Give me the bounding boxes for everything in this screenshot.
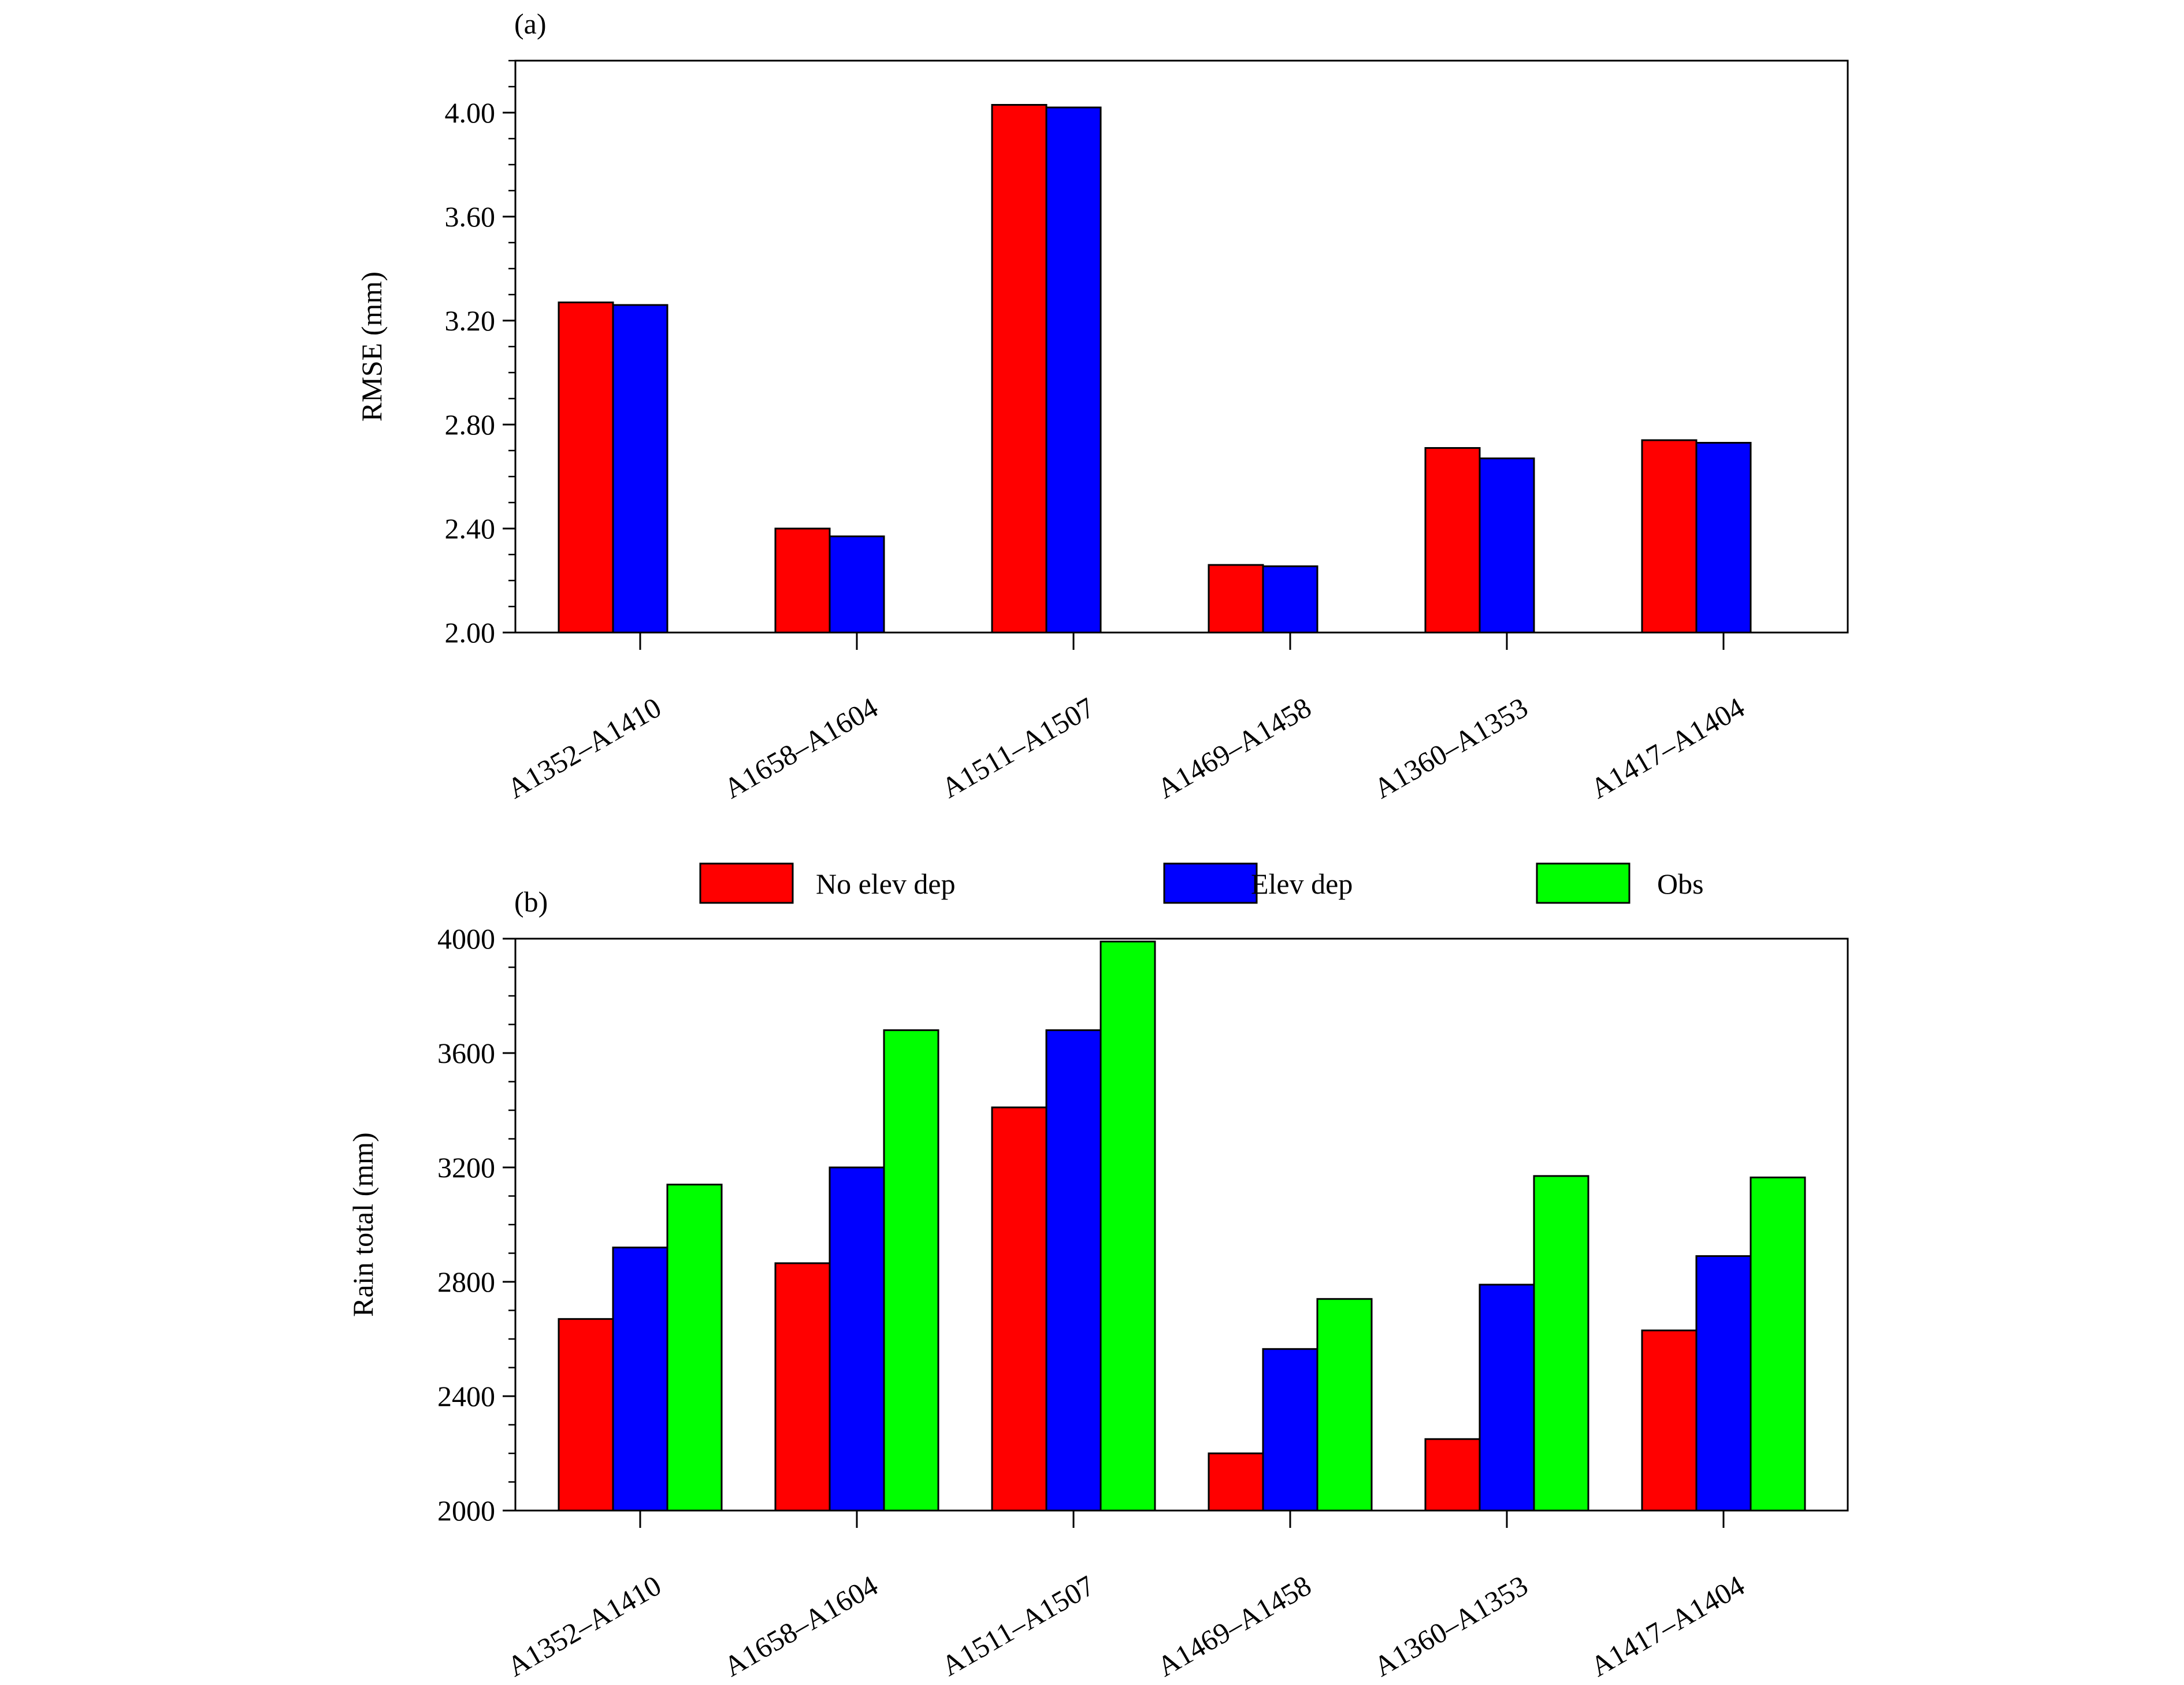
legend-label: Obs [1657, 868, 1704, 900]
x-category-label: A1658–A1604 [718, 691, 883, 805]
bar-no-elev-dep [1641, 439, 1698, 634]
y-tick-label: 4.00 [445, 96, 496, 129]
bar-no-elev-dep [1208, 564, 1264, 634]
y-tick-label: 2.40 [445, 512, 496, 545]
bar-elev-dep [1262, 1348, 1318, 1512]
bar-elev-dep [1695, 442, 1752, 634]
y-axis-title: RMSE (mm) [355, 271, 388, 422]
bar-no-elev-dep [1641, 1329, 1698, 1512]
bar-no-elev-dep [558, 302, 614, 634]
legend-swatch-no-elev-dep [699, 862, 794, 904]
rain-total-panel: (b) 2000 2400 2800 3200 3600 4000 Rain total (m… [347, 886, 1849, 1683]
x-category-label: A1511–A1507 [936, 691, 1100, 804]
bar-no-elev-dep [774, 1262, 831, 1512]
legend-swatch-obs [1536, 862, 1630, 904]
panel-label: (b) [514, 886, 548, 918]
bar-elev-dep [1479, 457, 1535, 634]
y-tick-label: 4000 [437, 923, 495, 955]
bar-obs [1316, 1298, 1373, 1512]
x-category-label: A1417–A1404 [1585, 1569, 1750, 1683]
x-category-label: A1469–A1458 [1152, 691, 1316, 805]
x-category-label: A1360–A1353 [1368, 1569, 1533, 1683]
bar-no-elev-dep [774, 527, 831, 634]
bar-no-elev-dep [991, 104, 1048, 634]
bar-obs [1100, 940, 1156, 1512]
bar-elev-dep [1045, 1029, 1102, 1512]
y-tick-label: 2000 [437, 1494, 495, 1527]
x-category-label: A1352–A1410 [502, 1569, 666, 1683]
bar-obs [1750, 1176, 1806, 1512]
bar-obs [883, 1029, 939, 1512]
y-tick-label: 2400 [437, 1380, 495, 1412]
bar-elev-dep [829, 1166, 885, 1512]
y-tick-label: 3600 [437, 1037, 495, 1069]
bar-elev-dep [1262, 565, 1318, 634]
y-tick-label: 3.20 [445, 304, 496, 337]
bar-no-elev-dep [1208, 1452, 1264, 1512]
x-category-label: A1658–A1604 [718, 1569, 883, 1683]
bar-elev-dep [829, 535, 885, 634]
x-category-label: A1417–A1404 [1585, 691, 1750, 805]
y-tick-label: 2.80 [445, 408, 496, 441]
bar-obs [1533, 1175, 1589, 1512]
x-category-label: A1511–A1507 [936, 1569, 1100, 1682]
bar-elev-dep [1479, 1284, 1535, 1512]
y-axis-title: Rain total (mm) [347, 1132, 379, 1316]
bar-elev-dep [612, 1247, 668, 1512]
bar-no-elev-dep [1424, 1438, 1481, 1512]
legend-swatch-elev-dep [1163, 862, 1258, 904]
bar-elev-dep [612, 304, 668, 634]
bar-no-elev-dep [1424, 447, 1481, 634]
y-tick-label: 2.00 [445, 616, 496, 649]
y-tick-label: 3200 [437, 1151, 495, 1184]
x-category-label: A1352–A1410 [502, 691, 666, 805]
panel-label: (a) [514, 8, 547, 40]
x-category-label: A1360–A1353 [1368, 691, 1533, 805]
x-category-label: A1469–A1458 [1152, 1569, 1316, 1683]
legend: No elev dep Elev dep Obs [699, 862, 1704, 904]
rmse-panel: (a) 2.00 2.40 2.80 3.20 3.60 4.00 RMSE (mm) A135… [355, 8, 1849, 805]
y-tick-label: 3.60 [445, 200, 496, 233]
y-tick-label: 2800 [437, 1266, 495, 1298]
bar-elev-dep [1045, 106, 1102, 634]
legend-label: Elev dep [1251, 868, 1353, 900]
bar-no-elev-dep [991, 1106, 1048, 1512]
bar-elev-dep [1695, 1255, 1752, 1512]
bar-obs [666, 1184, 723, 1512]
bar-no-elev-dep [558, 1318, 614, 1512]
legend-label: No elev dep [816, 868, 956, 900]
